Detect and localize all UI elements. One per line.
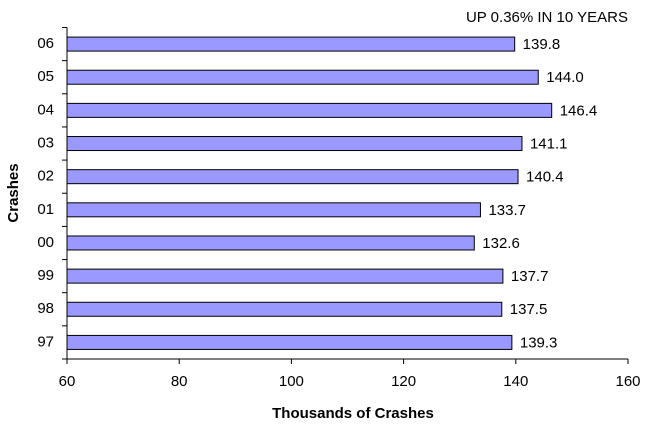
bar [66,235,475,251]
x-tick-label: 100 [279,373,304,390]
value-label: 133.7 [488,202,526,219]
value-label: 141.1 [530,135,568,152]
bar [66,136,523,152]
y-tick-label: 03 [37,134,54,151]
bar [66,102,553,118]
value-label: 137.5 [510,301,548,318]
value-label: 139.8 [523,36,561,53]
bar [66,36,516,52]
x-tick-label: 120 [391,373,416,390]
x-tick-label: 140 [503,373,528,390]
y-tick-label: 98 [37,300,54,317]
y-axis-label: Crashes [5,163,22,222]
value-label: 144.0 [546,69,584,86]
value-label: 146.4 [560,102,598,119]
y-tick-label: 02 [37,168,54,185]
x-axis-label: Thousands of Crashes [272,405,434,422]
y-tick-label: 00 [37,234,54,251]
y-tick-label: 97 [37,333,54,350]
bar [66,268,504,284]
x-tick-label: 80 [171,373,188,390]
value-label: 132.6 [482,235,520,252]
y-tick-label: 05 [37,68,54,85]
bar [66,334,513,350]
y-tick-label: 99 [37,267,54,284]
value-label: 139.3 [520,334,558,351]
y-tick-label: 06 [37,35,54,52]
bar [66,69,539,85]
chart-title: UP 0.36% IN 10 YEARS [466,9,628,26]
y-tick-label: 04 [37,101,54,118]
x-tick-label: 60 [59,373,76,390]
x-tick-label: 160 [615,373,640,390]
y-tick-label: 01 [37,201,54,218]
bar [66,202,481,218]
value-label: 140.4 [526,169,564,186]
value-label: 137.7 [511,268,549,285]
bar [66,169,519,185]
bar [66,301,503,317]
